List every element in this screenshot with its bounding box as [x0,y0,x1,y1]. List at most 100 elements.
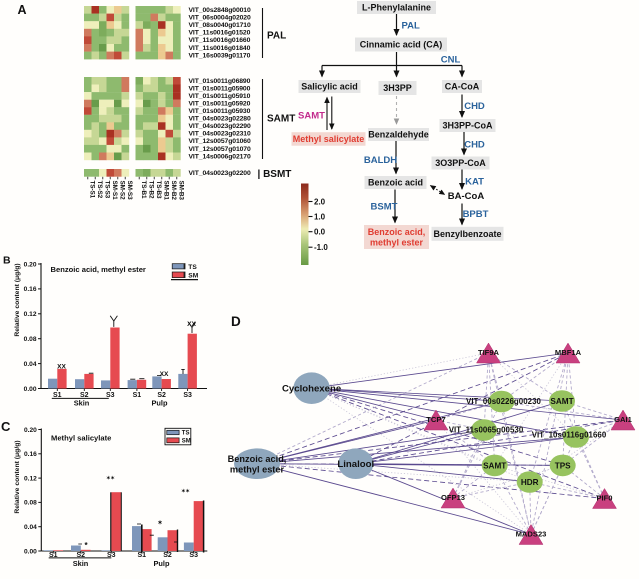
svg-text:S2: S2 [163,552,172,559]
svg-text:S3: S3 [183,392,192,399]
svg-text:Methyl salicylate: Methyl salicylate [293,134,365,144]
svg-text:TS-B3: TS-B3 [155,181,162,200]
svg-text:XX: XX [57,364,66,371]
svg-text:VIT_11s0016g01520: VIT_11s0016g01520 [189,30,251,37]
svg-text:VIT_04s0023g02310: VIT_04s0023g02310 [189,131,251,138]
svg-text:0.04: 0.04 [24,524,37,531]
svg-text:0.20: 0.20 [24,427,37,434]
svg-text:S1: S1 [138,552,147,559]
svg-text:0.12: 0.12 [24,475,37,482]
svg-text:1.0: 1.0 [314,212,326,221]
svg-text:methyl ester: methyl ester [230,464,285,474]
svg-text:VIT_11s0065g00530: VIT_11s0065g00530 [449,426,524,435]
svg-text:0.00: 0.00 [24,548,37,555]
svg-text:TS-S3: TS-S3 [103,181,110,199]
svg-text:Benzaldehyde: Benzaldehyde [368,130,429,140]
svg-text:S3: S3 [189,552,198,559]
svg-text:C: C [1,419,11,434]
svg-text:Linalool: Linalool [337,459,374,470]
svg-text:VIT_06s0004g02020: VIT_06s0004g02020 [189,14,251,21]
svg-text:VIT_00s0226g00230: VIT_00s0226g00230 [466,397,542,406]
svg-text:BALDH: BALDH [364,155,397,166]
svg-text:0.20: 0.20 [24,261,37,268]
svg-text:2.0: 2.0 [314,197,326,206]
svg-text:VIT_01s0011g05930: VIT_01s0011g05930 [189,108,251,115]
svg-text:OFP13: OFP13 [441,493,465,502]
svg-text:3H3PP-CoA: 3H3PP-CoA [442,121,493,131]
svg-text:VIT_16s0039g01170: VIT_16s0039g01170 [189,52,251,59]
svg-text:Skin: Skin [73,559,89,568]
svg-text:S3: S3 [106,392,115,399]
svg-text:| BSMT: | BSMT [258,169,292,180]
svg-text:S2: S2 [80,392,89,399]
svg-text:Benzylbenzoate: Benzylbenzoate [433,229,501,239]
svg-text:SM: SM [188,272,198,279]
svg-text:S3: S3 [107,552,116,559]
svg-text:✶✶: ✶✶ [181,489,189,495]
svg-text:TPS: TPS [555,461,571,470]
svg-text:VIT_04s0023g02280: VIT_04s0023g02280 [189,116,251,123]
svg-text:VIT_01s0011g05920: VIT_01s0011g05920 [189,101,251,108]
svg-text:0.16: 0.16 [24,286,37,293]
svg-text:VIT_11s0016g01840: VIT_11s0016g01840 [189,45,251,52]
svg-text:0.04: 0.04 [24,361,37,368]
svg-text:Relative content (μg/g): Relative content (μg/g) [14,263,21,336]
svg-text:VIT_04s0023g02200: VIT_04s0023g02200 [189,170,251,177]
svg-text:Pulp: Pulp [151,399,167,408]
svg-text:SAMT: SAMT [483,461,506,470]
svg-text:0.00: 0.00 [24,386,37,393]
svg-text:VIT_14s0006g02170: VIT_14s0006g02170 [189,153,251,160]
svg-text:L-Phenylalanine: L-Phenylalanine [362,3,431,13]
svg-text:VIT_08s0040g01710: VIT_08s0040g01710 [189,22,251,29]
svg-text:PAL: PAL [267,31,286,42]
svg-text:TS: TS [188,264,197,271]
svg-text:HDR: HDR [521,478,539,487]
svg-text:BSMT: BSMT [371,202,398,213]
svg-text:Methyl salicylate: Methyl salicylate [51,434,111,443]
svg-text:0.16: 0.16 [24,451,37,458]
svg-text:SM-B1: SM-B1 [162,181,169,201]
svg-text:PAL: PAL [402,21,420,32]
svg-text:S1: S1 [53,392,62,399]
svg-text:CHD: CHD [464,101,485,112]
svg-text:0.12: 0.12 [24,311,37,318]
svg-text:KAT: KAT [465,177,484,188]
svg-text:SM: SM [182,439,191,445]
svg-text:GAI1: GAI1 [614,415,633,424]
svg-text:Benzoic acid,: Benzoic acid, [368,227,426,237]
svg-text:Benzoic acid: Benzoic acid [368,178,423,188]
svg-text:PIF0: PIF0 [596,494,612,503]
svg-text:VIT_01s0011g06890: VIT_01s0011g06890 [189,78,251,85]
svg-text:0.08: 0.08 [24,336,37,343]
svg-text:SM-B2: SM-B2 [170,181,177,201]
svg-text:3O3PP-CoA: 3O3PP-CoA [435,158,486,168]
svg-text:Salicylic acid: Salicylic acid [301,82,358,92]
svg-text:SAMT: SAMT [267,114,295,125]
svg-text:B: B [3,254,11,266]
svg-text:TS: TS [182,431,190,437]
svg-text:SM-S2: SM-S2 [118,181,125,201]
svg-text:VIT_01s0011g05900: VIT_01s0011g05900 [189,85,251,92]
svg-text:S1: S1 [49,552,58,559]
svg-text:CA-CoA: CA-CoA [445,82,480,92]
svg-text:methyl ester: methyl ester [370,238,424,248]
svg-text:BA-CoA: BA-CoA [448,191,485,202]
svg-text:XX: XX [187,321,196,328]
svg-text:TS-S1: TS-S1 [88,181,95,199]
svg-text:A: A [18,3,27,17]
svg-text:TS-S2: TS-S2 [96,181,103,199]
svg-text:VIT_01s0011g05910: VIT_01s0011g05910 [189,93,251,100]
svg-text:✶: ✶ [157,520,162,527]
svg-text:Pulp: Pulp [153,559,169,568]
svg-text:CNL: CNL [441,55,461,66]
svg-text:3H3PP: 3H3PP [383,83,412,93]
svg-text:Skin: Skin [74,399,90,408]
svg-text:0.0: 0.0 [314,228,326,237]
svg-text:VIT_04s0023g02290: VIT_04s0023g02290 [189,123,251,130]
svg-text:SAMT: SAMT [298,111,325,122]
svg-text:SM-S1: SM-S1 [111,181,118,201]
svg-text:VIT_00s2848g00010: VIT_00s2848g00010 [189,7,251,14]
svg-text:BPBT: BPBT [463,209,489,220]
svg-text:SM-S3: SM-S3 [126,181,133,201]
svg-text:✶✶: ✶✶ [106,476,114,482]
